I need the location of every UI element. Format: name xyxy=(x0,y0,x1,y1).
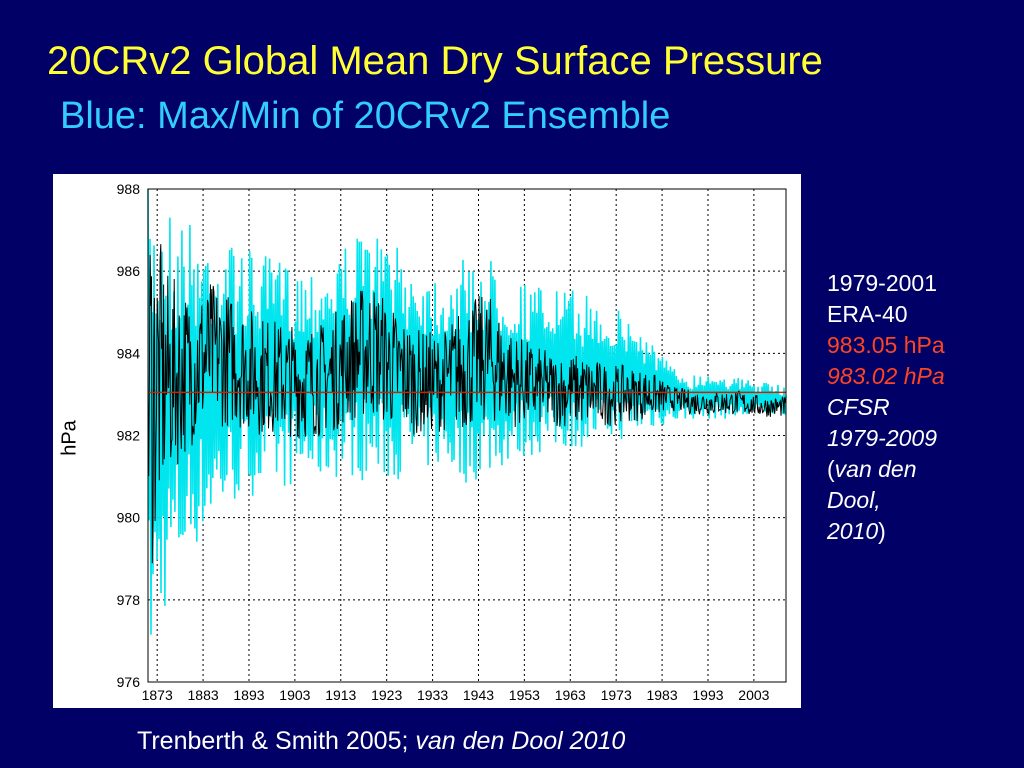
footer-citation: Trenberth & Smith 2005; van den Dool 201… xyxy=(137,727,625,756)
y-tick-label: 986 xyxy=(117,263,141,279)
x-tick-label: 1933 xyxy=(417,687,448,703)
y-tick-label: 982 xyxy=(117,428,141,444)
y-tick-label: 984 xyxy=(117,345,141,361)
x-tick-label: 1923 xyxy=(371,687,402,703)
footer-citation-text: Trenberth & Smith 2005; xyxy=(137,727,416,755)
citation-open-paren: ( xyxy=(827,456,835,482)
plot-frame xyxy=(147,188,787,683)
y-axis-label: hPa xyxy=(58,420,81,456)
slide-subtitle: Blue: Max/Min of 20CRv2 Ensemble xyxy=(60,95,671,137)
cfsr-name: CFSR xyxy=(827,394,890,420)
era-period: 1979-2001 xyxy=(827,270,937,296)
x-tick-label: 1983 xyxy=(646,687,677,703)
x-tick-label: 1903 xyxy=(279,687,310,703)
x-tick-label: 1943 xyxy=(463,687,494,703)
citation-text-2: Dool, xyxy=(827,487,881,513)
x-tick-label: 1973 xyxy=(601,687,632,703)
citation-line-3: 2010) xyxy=(827,516,1017,547)
y-tick-label: 988 xyxy=(117,181,141,197)
x-tick-label: 1893 xyxy=(233,687,264,703)
x-tick-label: 1963 xyxy=(555,687,586,703)
era-name: ERA-40 xyxy=(827,301,908,327)
x-tick-label: 1913 xyxy=(325,687,356,703)
footer-citation-italic: van den Dool 2010 xyxy=(415,727,626,755)
y-tick-label: 976 xyxy=(117,674,141,690)
x-tick-label: 1873 xyxy=(142,687,173,703)
cfsr-period: 1979-2009 xyxy=(827,425,937,451)
citation-close-paren: ) xyxy=(878,518,886,544)
x-tick-label: 1883 xyxy=(188,687,219,703)
reference-values-panel: 1979-2001 ERA-40 983.05 hPa 983.02 hPa C… xyxy=(827,268,1017,547)
cfsr-value: 983.02 hPa xyxy=(827,363,945,389)
pressure-chart: 976 978 980 982 984 986 988 1873 1883 1893 1903 191… xyxy=(117,181,787,703)
x-tick-label: 1993 xyxy=(692,687,723,703)
x-tick-label: 2003 xyxy=(738,687,769,703)
y-tick-label: 978 xyxy=(117,592,141,608)
chart-panel: 976 978 980 982 984 986 988 1873 1883 1893 1903 191… xyxy=(53,174,801,708)
y-tick-label: 980 xyxy=(117,510,141,526)
x-tick-label: 1953 xyxy=(509,687,540,703)
citation-text-3: 2010 xyxy=(827,518,879,544)
era-value: 983.05 hPa xyxy=(827,332,945,358)
citation-text-1: van den xyxy=(834,456,917,482)
slide-title: 20CRv2 Global Mean Dry Surface Pressure xyxy=(47,39,823,83)
citation-line-1: (van den xyxy=(827,454,1017,485)
